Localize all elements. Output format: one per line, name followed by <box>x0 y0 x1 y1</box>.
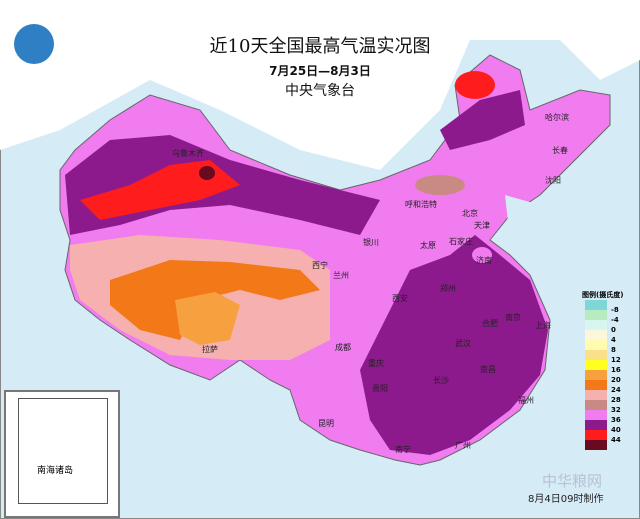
city-label: 拉萨 <box>202 345 218 354</box>
legend-value: 4 <box>611 336 616 344</box>
legend-item: 36 <box>578 410 638 424</box>
map-title: 近10天全国最高气温实况图 <box>209 36 431 57</box>
zone-20-tibet <box>175 292 240 345</box>
legend-item: 32 <box>578 400 638 414</box>
legend-swatch <box>585 430 607 440</box>
legend-swatch <box>585 360 607 370</box>
legend-item: -8 <box>578 300 638 314</box>
legend: 图例(摄氏度) -8 -4 0 4 8 12 16 20 24 28 32 36 40 44 <box>578 290 638 450</box>
city-label: 南宁 <box>395 445 411 454</box>
zone-40-north <box>440 90 525 150</box>
city-label: 长春 <box>552 146 568 155</box>
legend-value: 16 <box>611 366 621 374</box>
legend-item: -4 <box>578 310 638 324</box>
city-label: 昆明 <box>318 419 334 428</box>
legend-swatch <box>585 300 607 310</box>
date-range: 7月25日—8月3日 <box>269 64 371 78</box>
city-label: 银川 <box>363 238 379 247</box>
legend-value: 20 <box>611 376 621 384</box>
legend-item: 28 <box>578 390 638 404</box>
city-label: 太原 <box>420 241 436 250</box>
legend-item: 44 <box>578 430 638 444</box>
city-label: 北京 <box>462 209 478 218</box>
legend-value: 40 <box>611 426 621 434</box>
zone-36-jinan <box>472 247 492 263</box>
legend-value: -4 <box>611 316 619 324</box>
cma-logo <box>14 24 54 64</box>
legend-swatch <box>585 310 607 320</box>
legend-item: 16 <box>578 360 638 374</box>
neighbor-land <box>0 0 640 170</box>
legend-value: 44 <box>611 436 621 444</box>
legend-value: -8 <box>611 306 619 314</box>
legend-value: 0 <box>611 326 616 334</box>
legend-swatch <box>585 330 607 340</box>
city-label: 郑州 <box>440 284 456 293</box>
city-label: 西安 <box>392 294 408 303</box>
inset-label: 南海诸岛 <box>37 466 74 476</box>
city-label: 广州 <box>455 441 471 450</box>
city-label: 长沙 <box>433 376 449 385</box>
city-label: 合肥 <box>482 319 498 328</box>
legend-swatch <box>585 400 607 410</box>
zone-40-east <box>360 235 548 455</box>
city-label: 重庆 <box>368 359 384 368</box>
zone-24-tibet <box>110 260 320 340</box>
legend-item: 24 <box>578 380 638 394</box>
legend-value: 36 <box>611 416 621 424</box>
legend-swatch <box>585 340 607 350</box>
city-label: 济南 <box>476 256 492 265</box>
sea-bohai <box>505 195 540 240</box>
zone-44-plus <box>199 166 215 180</box>
zone-32-inner-mongolia <box>415 175 465 195</box>
legend-title: 图例(摄氏度) <box>582 291 624 299</box>
issuer: 中央气象台 <box>285 83 355 99</box>
production-time: 8月4日09时制作 <box>528 494 604 505</box>
city-label: 兰州 <box>333 271 349 280</box>
legend-swatch <box>585 380 607 390</box>
legend-item: 8 <box>578 340 638 354</box>
legend-item: 4 <box>578 330 638 344</box>
legend-item: 0 <box>578 320 638 334</box>
city-label: 成都 <box>335 343 351 352</box>
zone-44-northeast <box>455 71 495 99</box>
legend-item: 12 <box>578 350 638 364</box>
city-label: 福州 <box>518 396 534 405</box>
city-label: 乌鲁木齐 <box>172 149 204 158</box>
legend-value: 12 <box>611 356 621 364</box>
city-label: 天津 <box>474 221 490 230</box>
watermark: 中华粮网 <box>542 472 603 490</box>
city-label: 沈阳 <box>545 176 561 185</box>
legend-swatch <box>585 370 607 380</box>
city-label: 石家庄 <box>449 237 473 246</box>
legend-swatch <box>585 390 607 400</box>
legend-item: 20 <box>578 370 638 384</box>
legend-swatch <box>585 320 607 330</box>
city-label: 武汉 <box>455 339 471 348</box>
legend-swatch <box>585 440 607 450</box>
legend-swatch <box>585 420 607 430</box>
city-label: 哈尔滨 <box>545 113 569 122</box>
legend-value: 24 <box>611 386 621 394</box>
legend-swatch <box>585 350 607 360</box>
city-label: 上海 <box>535 321 551 330</box>
legend-value: 28 <box>611 396 621 404</box>
city-label: 南京 <box>505 313 521 322</box>
legend-value: 32 <box>611 406 621 414</box>
city-label: 呼和浩特 <box>405 200 437 209</box>
legend-item <box>578 440 638 450</box>
city-label: 西宁 <box>312 261 328 270</box>
legend-value: 8 <box>611 346 616 354</box>
city-label: 贵阳 <box>372 384 388 393</box>
legend-swatch <box>585 410 607 420</box>
city-label: 南昌 <box>480 365 496 374</box>
south-china-sea-inset: 南海诸岛 <box>4 390 120 518</box>
legend-item: 40 <box>578 420 638 434</box>
